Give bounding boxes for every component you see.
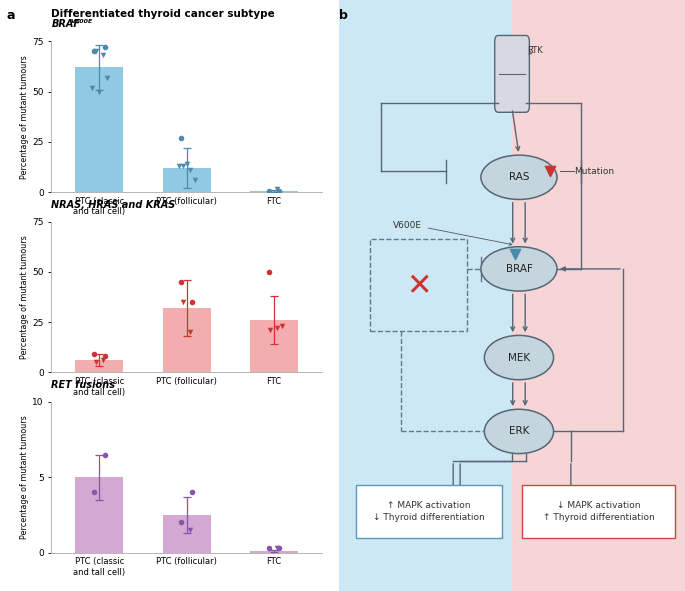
Text: b: b bbox=[339, 9, 348, 22]
Point bbox=[272, 184, 283, 194]
Point bbox=[102, 73, 113, 82]
Bar bbox=[250, 191, 298, 192]
Text: RET fusions: RET fusions bbox=[51, 380, 115, 390]
Point bbox=[86, 83, 97, 92]
Bar bbox=[75, 478, 123, 553]
Bar bbox=[75, 67, 123, 192]
Point bbox=[274, 186, 285, 196]
Point bbox=[182, 159, 192, 168]
Point bbox=[545, 167, 556, 176]
Text: BRAF: BRAF bbox=[51, 20, 80, 30]
Y-axis label: Percentage of mutant tumours: Percentage of mutant tumours bbox=[21, 415, 29, 539]
Text: NRAS, HRAS and KRAS: NRAS, HRAS and KRAS bbox=[51, 200, 175, 210]
FancyBboxPatch shape bbox=[356, 485, 501, 538]
Point bbox=[88, 47, 99, 56]
Point bbox=[185, 327, 196, 337]
Point bbox=[176, 133, 187, 142]
Bar bbox=[250, 551, 298, 553]
Point bbox=[94, 87, 105, 96]
Bar bbox=[339, 0, 512, 591]
Point bbox=[263, 267, 274, 277]
Point bbox=[90, 47, 101, 56]
Y-axis label: Percentage of mutant tumours: Percentage of mutant tumours bbox=[21, 235, 29, 359]
Text: BRAF: BRAF bbox=[506, 264, 532, 274]
Point bbox=[177, 297, 188, 307]
Text: Mutation: Mutation bbox=[574, 167, 614, 176]
Point bbox=[189, 176, 200, 185]
Ellipse shape bbox=[481, 155, 557, 200]
Point bbox=[97, 51, 108, 60]
Bar bbox=[75, 361, 123, 372]
FancyBboxPatch shape bbox=[495, 35, 530, 112]
Point bbox=[185, 165, 196, 175]
Bar bbox=[162, 168, 211, 192]
Bar bbox=[512, 0, 685, 591]
Point bbox=[88, 349, 99, 359]
FancyBboxPatch shape bbox=[523, 485, 675, 538]
Text: ✕: ✕ bbox=[406, 272, 432, 301]
Point bbox=[274, 543, 285, 553]
Point bbox=[265, 326, 276, 335]
Text: ↑ MAPK activation
↓ Thyroid differentiation: ↑ MAPK activation ↓ Thyroid differentiat… bbox=[373, 501, 485, 522]
Bar bbox=[250, 320, 298, 372]
Point bbox=[90, 358, 101, 367]
Point bbox=[88, 488, 99, 497]
Point bbox=[99, 352, 110, 361]
Text: ↓ MAPK activation
↑ Thyroid differentiation: ↓ MAPK activation ↑ Thyroid differentiat… bbox=[543, 501, 654, 522]
Bar bbox=[162, 308, 211, 372]
Ellipse shape bbox=[481, 247, 557, 291]
Point bbox=[176, 277, 187, 287]
Point bbox=[263, 186, 274, 196]
Point bbox=[97, 356, 108, 365]
Ellipse shape bbox=[484, 409, 553, 454]
Text: RAS: RAS bbox=[509, 173, 530, 182]
Point bbox=[186, 488, 197, 497]
Point bbox=[276, 322, 287, 331]
Point bbox=[186, 297, 197, 307]
Point bbox=[263, 543, 274, 553]
Ellipse shape bbox=[484, 336, 553, 379]
Point bbox=[177, 161, 188, 171]
Text: Differentiated thyroid cancer subtype: Differentiated thyroid cancer subtype bbox=[51, 9, 275, 19]
Point bbox=[272, 543, 283, 553]
Text: RTK: RTK bbox=[527, 46, 543, 55]
Bar bbox=[162, 515, 211, 553]
Point bbox=[99, 43, 110, 52]
Text: V600E: V600E bbox=[393, 222, 422, 230]
Point bbox=[173, 161, 184, 171]
Point bbox=[510, 249, 521, 259]
Point bbox=[272, 323, 283, 333]
Y-axis label: Percentage of mutant tumours: Percentage of mutant tumours bbox=[21, 55, 29, 178]
Text: V600E: V600E bbox=[71, 19, 93, 24]
Point bbox=[99, 450, 110, 459]
Point bbox=[176, 518, 187, 527]
Text: a: a bbox=[7, 9, 15, 22]
Text: ERK: ERK bbox=[509, 427, 529, 436]
Point bbox=[185, 525, 196, 535]
Text: MEK: MEK bbox=[508, 353, 530, 362]
